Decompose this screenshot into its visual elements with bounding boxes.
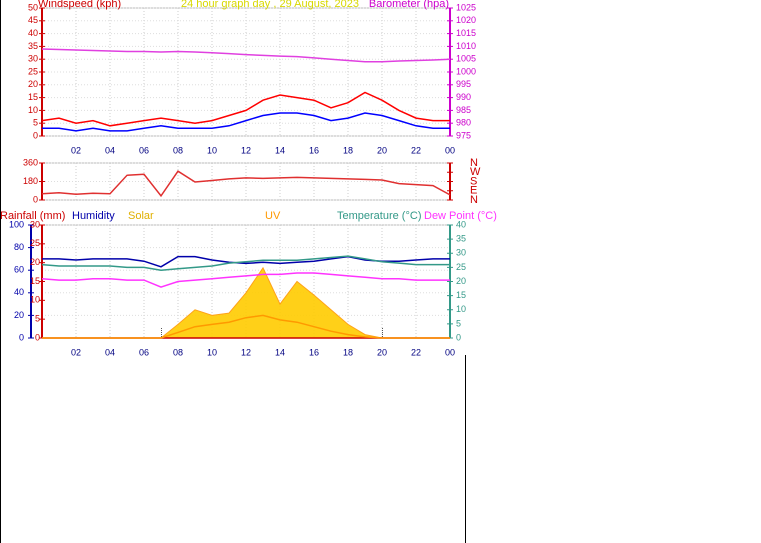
x-tick-label: 06 bbox=[139, 145, 149, 155]
y2-tick-label: 980 bbox=[456, 118, 471, 128]
y-tick-label: 15 bbox=[28, 92, 38, 102]
y3-tick-label: 30 bbox=[30, 219, 40, 229]
x-tick-label: 10 bbox=[207, 347, 217, 357]
y2-axis-label: Barometer (hpa) bbox=[369, 0, 449, 10]
y2-tick-label: 30 bbox=[456, 248, 466, 258]
line bbox=[42, 112, 450, 132]
y2-tick-label: 1000 bbox=[456, 66, 476, 76]
y2-tick-label: 1020 bbox=[456, 15, 476, 25]
y-tick-label: 10 bbox=[28, 105, 38, 115]
chart-title: 24 hour graph day , 29 August, 2023 bbox=[181, 0, 359, 10]
legend-label: Humidity bbox=[72, 210, 115, 222]
line bbox=[41, 170, 451, 198]
x-tick-label: 02 bbox=[71, 145, 81, 155]
y2-tick-label: 15 bbox=[456, 290, 466, 300]
x-tick-label: 04 bbox=[105, 347, 115, 357]
y2-tick-label: 1005 bbox=[456, 54, 476, 64]
y-tick-label: 35 bbox=[28, 41, 38, 51]
y2-tick-label: N bbox=[470, 157, 478, 169]
line bbox=[42, 314, 450, 339]
x-tick-label: 10 bbox=[207, 145, 217, 155]
y2-tick-label: 990 bbox=[456, 92, 471, 102]
x-tick-label: 18 bbox=[343, 347, 353, 357]
x-tick-label: 16 bbox=[309, 347, 319, 357]
y-tick-label: 40 bbox=[28, 28, 38, 38]
y-tick-label: 30 bbox=[28, 54, 38, 64]
y-tick-label: 20 bbox=[14, 310, 24, 320]
y2-tick-label: 1010 bbox=[456, 41, 476, 51]
y-tick-label: 20 bbox=[28, 79, 38, 89]
x-tick-label: 22 bbox=[411, 145, 421, 155]
x-tick-label: 12 bbox=[241, 347, 251, 357]
y2-tick-label: 995 bbox=[456, 79, 471, 89]
x-tick-label: 08 bbox=[173, 347, 183, 357]
x-tick-label: 18 bbox=[343, 145, 353, 155]
y2-tick-label: W bbox=[470, 166, 481, 178]
x-tick-label: 14 bbox=[275, 347, 285, 357]
y2-tick-label: 975 bbox=[456, 130, 471, 140]
y2-tick-label: 1015 bbox=[456, 28, 476, 38]
y-tick-label: 0 bbox=[33, 130, 38, 140]
y2-tick-label: E bbox=[470, 185, 477, 197]
y3-tick-label: 25 bbox=[30, 238, 40, 248]
y2-tick-label: N bbox=[470, 194, 478, 206]
y3-tick-label: 20 bbox=[30, 257, 40, 267]
x-tick-label: 08 bbox=[173, 145, 183, 155]
y2-tick-label: 0 bbox=[456, 332, 461, 342]
x-tick-label: 22 bbox=[411, 347, 421, 357]
y-tick-label: 0 bbox=[19, 332, 24, 342]
legend-label: Dew Point (°C) bbox=[424, 210, 497, 222]
x-tick-label: 20 bbox=[377, 145, 387, 155]
y3-tick-label: 5 bbox=[35, 314, 40, 324]
line bbox=[41, 91, 450, 127]
y2-tick-label: S bbox=[470, 175, 477, 187]
x-tick-label: 04 bbox=[105, 145, 115, 155]
x-tick-label: 14 bbox=[275, 145, 285, 155]
y2-tick-label: 1025 bbox=[456, 2, 476, 12]
legend-label: Solar bbox=[128, 210, 154, 222]
legend-label: Rainfall (mm) bbox=[0, 210, 65, 222]
x-tick-label: 16 bbox=[309, 145, 319, 155]
y2-tick-label: 20 bbox=[456, 276, 466, 286]
x-tick-label: 12 bbox=[241, 145, 251, 155]
x-tick-label: 20 bbox=[377, 347, 387, 357]
y3-tick-label: 0 bbox=[35, 332, 40, 342]
y-tick-label: 50 bbox=[28, 2, 38, 12]
y2-tick-label: 985 bbox=[456, 105, 471, 115]
y2-tick-label: 25 bbox=[456, 262, 466, 272]
legend-label: UV bbox=[265, 210, 281, 222]
y-tick-label: 180 bbox=[23, 176, 38, 186]
x-tick-label: 00 bbox=[445, 145, 455, 155]
y-tick-label: 360 bbox=[23, 157, 38, 167]
y-tick-label: 40 bbox=[14, 287, 24, 297]
y2-tick-label: 35 bbox=[456, 234, 466, 244]
y-tick-label: 100 bbox=[9, 219, 24, 229]
line bbox=[41, 255, 450, 271]
y3-tick-label: 10 bbox=[30, 295, 40, 305]
line bbox=[41, 48, 451, 63]
x-tick-label: 06 bbox=[139, 347, 149, 357]
x-tick-label: 00 bbox=[445, 347, 455, 357]
y3-tick-label: 15 bbox=[30, 276, 40, 286]
line bbox=[41, 272, 450, 288]
x-tick-label: 02 bbox=[71, 347, 81, 357]
y-tick-label: 5 bbox=[33, 118, 38, 128]
y-tick-label: 45 bbox=[28, 15, 38, 25]
y-tick-label: 80 bbox=[14, 242, 24, 252]
legend-label: Temperature (°C) bbox=[337, 210, 421, 222]
y2-tick-label: 40 bbox=[456, 219, 466, 229]
y2-tick-label: 10 bbox=[456, 304, 466, 314]
y-axis-label: Windspeed (kph) bbox=[38, 0, 121, 10]
y-tick-label: 60 bbox=[14, 265, 24, 275]
y-tick-label: 0 bbox=[33, 194, 38, 204]
y2-tick-label: 5 bbox=[456, 318, 461, 328]
y-tick-label: 25 bbox=[28, 66, 38, 76]
